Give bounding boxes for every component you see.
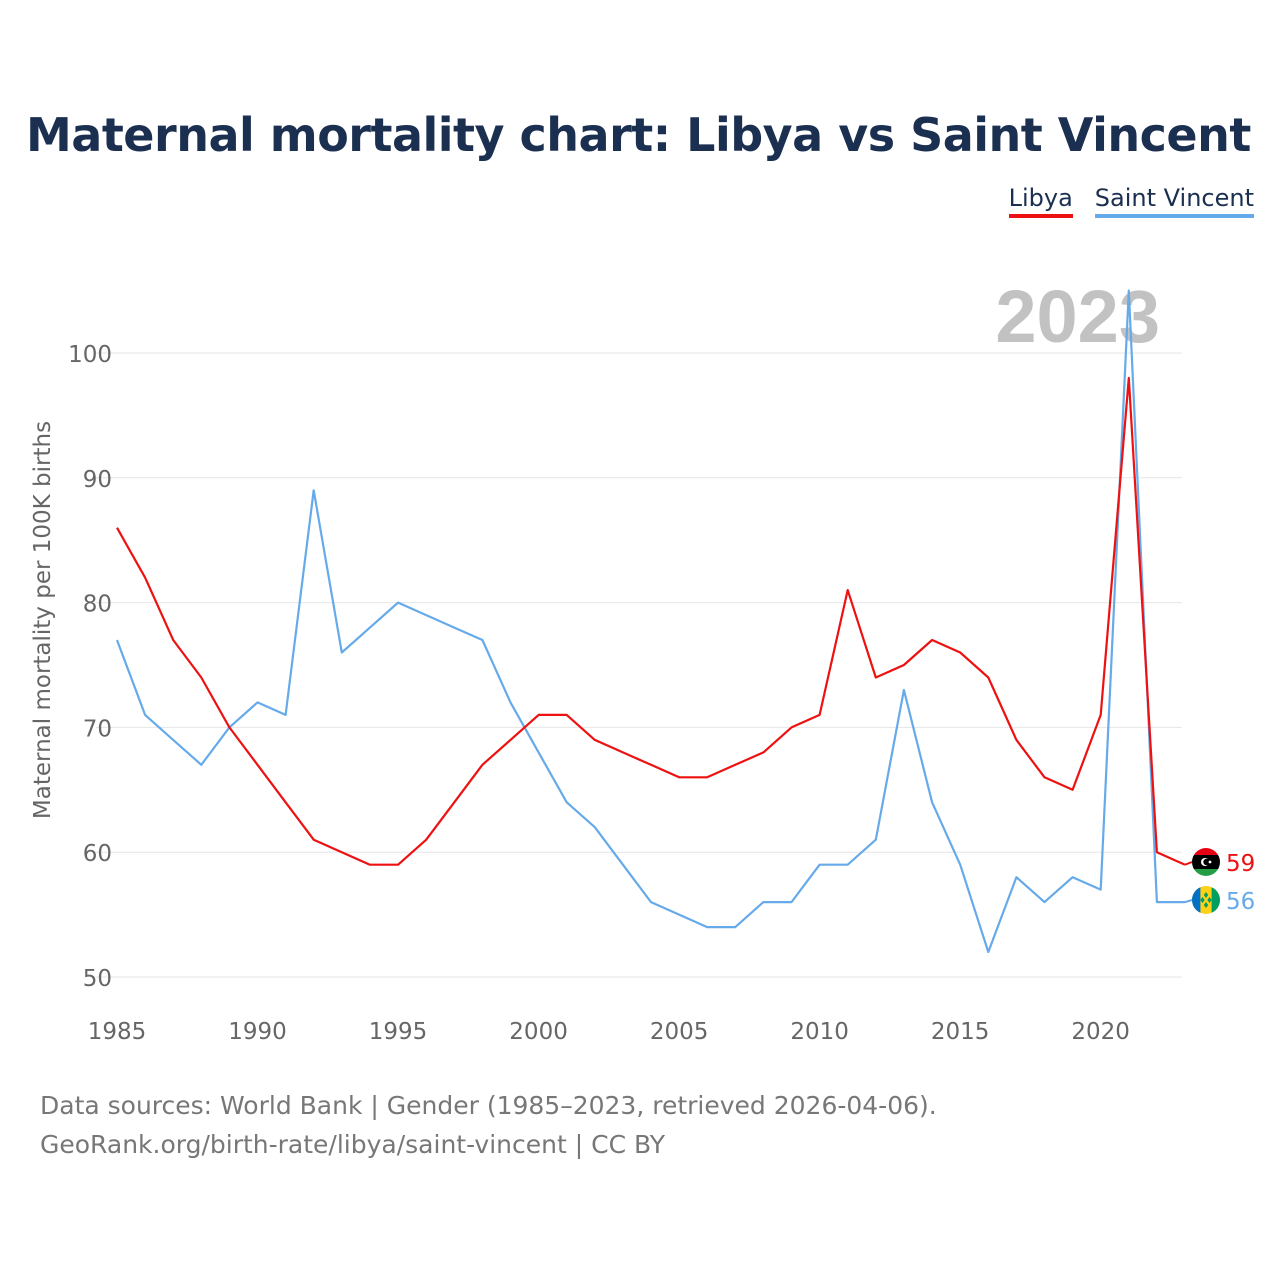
legend-item-libya[interactable]: Libya	[1008, 184, 1073, 218]
year-watermark: 2023	[995, 275, 1160, 358]
x-tick-label: 2000	[509, 1019, 568, 1045]
y-tick-label: 50	[83, 966, 112, 992]
source-line-2: GeoRank.org/birth-rate/libya/saint-vince…	[40, 1130, 666, 1159]
legend-item-saint-vincent[interactable]: Saint Vincent	[1094, 184, 1254, 218]
end-connector-libya	[1184, 861, 1193, 866]
end-value-saint-vincent: 56	[1226, 889, 1255, 915]
y-tick-label: 80	[83, 592, 112, 618]
end-connector-saint-vincent	[1184, 899, 1193, 904]
line-chart: 2023 50 60 70 80 90 100 1985 1990 1995 2000 2005 2…	[30, 275, 1255, 1045]
x-tick-label: 2005	[650, 1019, 709, 1045]
x-tick-label: 2010	[790, 1019, 849, 1045]
series-line-saint-vincent[interactable]	[115, 289, 1185, 954]
x-tick-label: 1995	[369, 1019, 428, 1045]
y-axis-label: Maternal mortality per 100K births	[30, 421, 56, 819]
flag-libya-icon	[1192, 848, 1220, 876]
legend: Libya Saint Vincent	[1008, 184, 1254, 218]
y-tick-label: 100	[68, 342, 112, 368]
x-tick-label: 2015	[931, 1019, 990, 1045]
series-line-libya[interactable]	[116, 376, 1186, 866]
y-axis-ticks: 50 60 70 80 90 100	[68, 342, 112, 992]
x-tick-label: 1990	[228, 1019, 287, 1045]
series-lines	[115, 289, 1186, 954]
source-note: Data sources: World Bank | Gender (1985–…	[40, 1086, 937, 1164]
chart-title: Maternal mortality chart: Libya vs Saint…	[26, 108, 1251, 162]
y-tick-label: 90	[83, 467, 112, 493]
source-line-1: Data sources: World Bank | Gender (1985–…	[40, 1091, 937, 1120]
y-tick-label: 60	[83, 841, 112, 867]
y-tick-label: 70	[83, 716, 112, 742]
flag-saint-vincent-icon	[1192, 886, 1220, 914]
gridlines	[96, 352, 1182, 978]
x-tick-label: 2020	[1071, 1019, 1130, 1045]
x-axis-ticks: 1985 1990 1995 2000 2005 2010 2015 2020	[88, 1019, 1130, 1045]
end-value-libya: 59	[1226, 851, 1255, 877]
x-tick-label: 1985	[88, 1019, 147, 1045]
